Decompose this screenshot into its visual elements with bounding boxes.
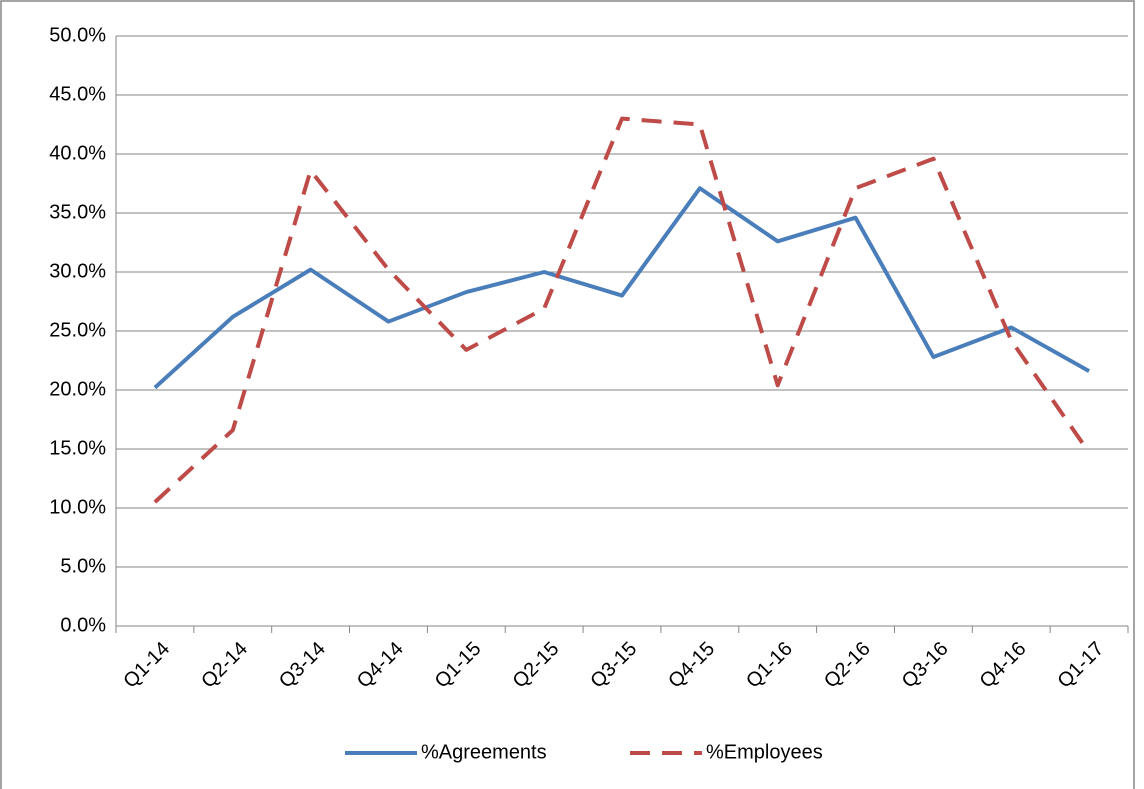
- y-tick-label: 40.0%: [49, 142, 106, 164]
- series-line: [153, 186, 1091, 390]
- legend-label: %Employees: [706, 741, 823, 763]
- y-tick-label: 10.0%: [49, 496, 106, 518]
- y-tick-label: 25.0%: [49, 319, 106, 341]
- y-tick-label: 15.0%: [49, 437, 106, 459]
- legend-label: %Agreements: [421, 741, 547, 763]
- series-line: [153, 116, 1091, 504]
- y-tick-label: 20.0%: [49, 378, 106, 400]
- y-tick-label: 30.0%: [49, 260, 106, 282]
- y-tick-label: 5.0%: [60, 555, 106, 577]
- y-tick-label: 35.0%: [49, 201, 106, 223]
- y-tick-label: 45.0%: [49, 83, 106, 105]
- y-tick-label: 0.0%: [60, 614, 106, 636]
- y-tick-label: 50.0%: [49, 24, 106, 46]
